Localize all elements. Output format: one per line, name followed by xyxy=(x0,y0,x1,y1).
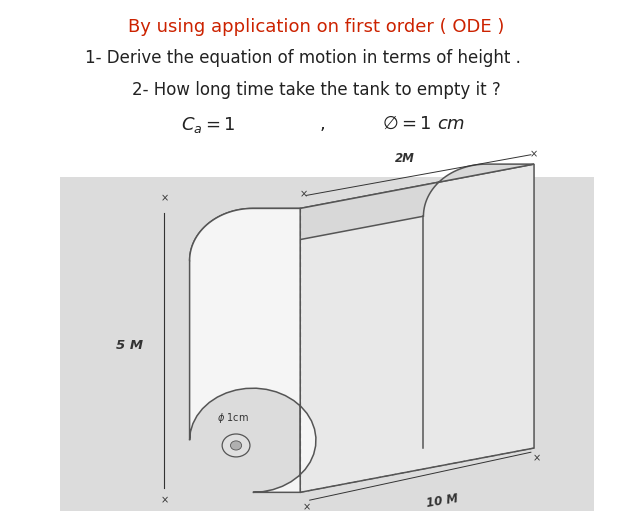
Text: ×: × xyxy=(530,149,538,159)
Text: ×: × xyxy=(161,193,168,203)
Text: ,: , xyxy=(319,115,325,133)
Text: 5 M: 5 M xyxy=(116,339,143,352)
Polygon shape xyxy=(300,164,534,492)
Text: 1- Derive the equation of motion in terms of height .: 1- Derive the equation of motion in term… xyxy=(85,49,521,68)
Polygon shape xyxy=(190,164,534,260)
Circle shape xyxy=(231,441,241,450)
Text: 10 M: 10 M xyxy=(425,492,459,511)
Text: ×: × xyxy=(300,189,307,199)
Circle shape xyxy=(222,434,250,457)
Text: $C_a = 1$: $C_a = 1$ xyxy=(181,115,236,134)
Text: 2M: 2M xyxy=(394,153,415,166)
Text: By using application on first order ( ODE ): By using application on first order ( OD… xyxy=(128,18,504,36)
Text: 2- How long time take the tank to empty it ?: 2- How long time take the tank to empty … xyxy=(131,81,501,99)
Bar xyxy=(60,177,594,511)
Text: $\varnothing = 1\ cm$: $\varnothing = 1\ cm$ xyxy=(382,115,465,133)
Text: ×: × xyxy=(533,453,541,463)
Polygon shape xyxy=(190,208,316,492)
Text: $\phi$ 1cm: $\phi$ 1cm xyxy=(217,411,249,425)
Text: ×: × xyxy=(303,503,310,513)
Text: ×: × xyxy=(161,495,168,505)
